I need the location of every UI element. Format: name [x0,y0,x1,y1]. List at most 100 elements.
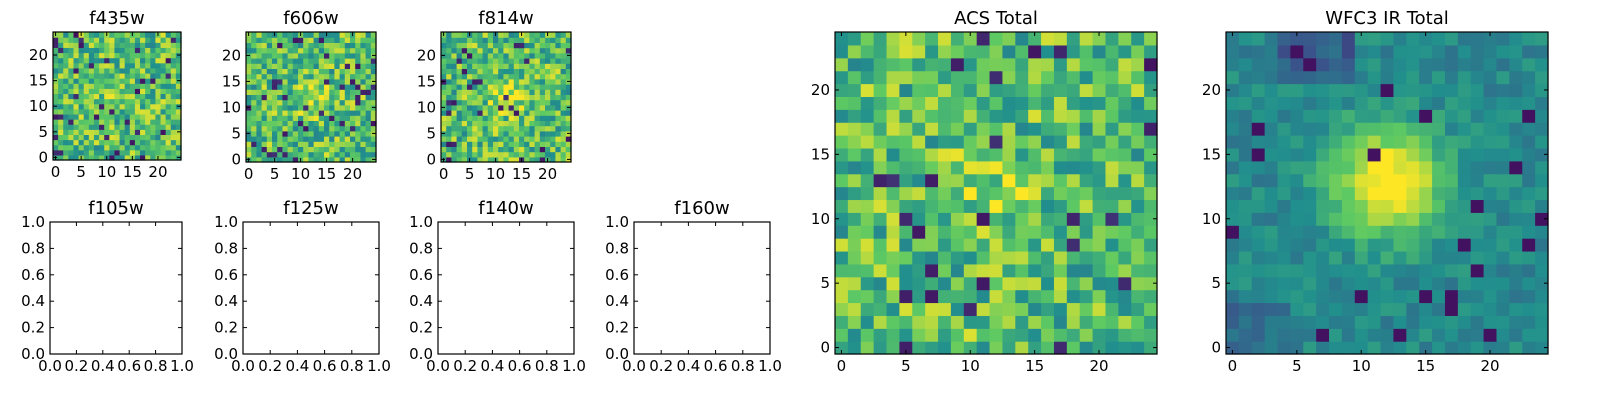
heatmap-cell [165,113,172,120]
heatmap-cell [339,130,346,137]
heatmap-cell [1290,263,1304,278]
heatmap-cell [73,72,80,79]
heatmap-cell [99,98,105,105]
heatmap-cell [360,125,367,132]
heatmap-cell [246,94,252,101]
heatmap-cell [93,108,100,115]
heatmap-cell [899,212,913,226]
heatmap-cell [339,146,346,153]
heatmap-cell [1406,122,1420,136]
heatmap-cell [370,115,377,121]
heatmap-cell [83,119,90,125]
heatmap-cell [145,67,151,74]
heatmap-cell [1144,250,1158,265]
heatmap-cell [251,89,257,95]
heatmap-cell [360,141,367,147]
heatmap-cell [129,78,136,84]
heatmap-cell [1251,122,1266,136]
heatmap-cell [282,136,289,142]
heatmap-cell [109,149,116,156]
heatmap-cell [1303,122,1317,136]
heatmap-cell [1002,341,1016,355]
heatmap-cell [365,115,372,121]
heatmap-cell [1470,302,1485,316]
heatmap-cell [1105,147,1119,162]
heatmap-cell [1406,199,1420,213]
heatmap-cell [976,289,991,304]
heatmap-cell [134,93,141,100]
heatmap-cell [925,70,939,85]
heatmap-cell [1079,70,1094,85]
heatmap-cell [150,88,156,95]
heatmap-cell [150,57,156,64]
heatmap-cell [298,99,304,106]
heatmap-cell [1041,186,1055,201]
heatmap-cell [114,67,121,74]
heatmap-cell [899,186,913,201]
heatmap-cell [1329,199,1343,213]
heatmap-cell [1316,147,1330,162]
heatmap-cell [266,73,273,80]
heatmap-cell [308,130,315,137]
heatmap-cell [318,120,325,127]
heatmap-cell [456,130,463,137]
heatmap-cell [976,263,991,278]
heatmap-cell [129,129,136,135]
heatmap-cell [539,37,546,43]
heatmap-cell [1290,32,1304,46]
heatmap-cell [498,125,504,132]
heatmap-cell [508,130,515,137]
heatmap-cell [456,125,463,132]
heatmap-cell [1470,225,1485,239]
heatmap-cell [1303,96,1317,110]
heatmap-cell [912,225,926,239]
heatmap-cell [1535,147,1549,162]
heatmap-cell [1041,341,1055,355]
heatmap-cell [1522,160,1536,175]
heatmap-cell [155,108,162,115]
x-tick-label: 15 [123,163,142,181]
heatmap-cell [134,88,141,95]
heatmap-cell [513,99,520,106]
heatmap-cell [298,63,304,69]
heatmap-cell [493,110,499,116]
heatmap-cell [873,199,888,213]
heatmap-cell [1226,341,1240,355]
heatmap-cell [175,134,182,141]
heatmap-cell [1118,225,1132,239]
heatmap-cell [360,104,367,111]
heatmap-cell [365,42,372,49]
heatmap-cell [513,94,520,101]
heatmap-cell [545,94,551,101]
heatmap-cell [529,136,536,142]
heatmap-cell [847,250,862,265]
heatmap-cell [339,84,346,90]
heatmap-cell [1015,302,1029,316]
heatmap-cell [1251,135,1266,149]
heatmap-cell [83,134,90,141]
heatmap-cell [1131,186,1145,201]
heatmap-cell [989,186,1004,201]
heatmap-cell [451,146,458,153]
heatmap-cell [456,94,463,101]
axes-frame [242,221,380,355]
heatmap-cell [1367,199,1382,213]
heatmap-cell [68,32,75,38]
heatmap-cell [1367,238,1382,252]
heatmap-cell [318,110,325,116]
heatmap-cell [63,78,69,84]
heatmap-cell [555,52,562,59]
heatmap-cell [324,120,330,127]
heatmap-cell [976,341,991,355]
heatmap-cell [93,67,100,74]
heatmap-cell [165,129,172,135]
heatmap-cell [303,84,309,90]
heatmap-cell [344,110,351,116]
heatmap-cell [1483,341,1498,355]
heatmap-cell [272,68,278,75]
heatmap-cell [246,115,252,121]
heatmap-cell [976,32,991,46]
heatmap-cell [508,141,515,147]
heatmap-cell [1079,83,1094,97]
heatmap-cell [124,32,131,38]
